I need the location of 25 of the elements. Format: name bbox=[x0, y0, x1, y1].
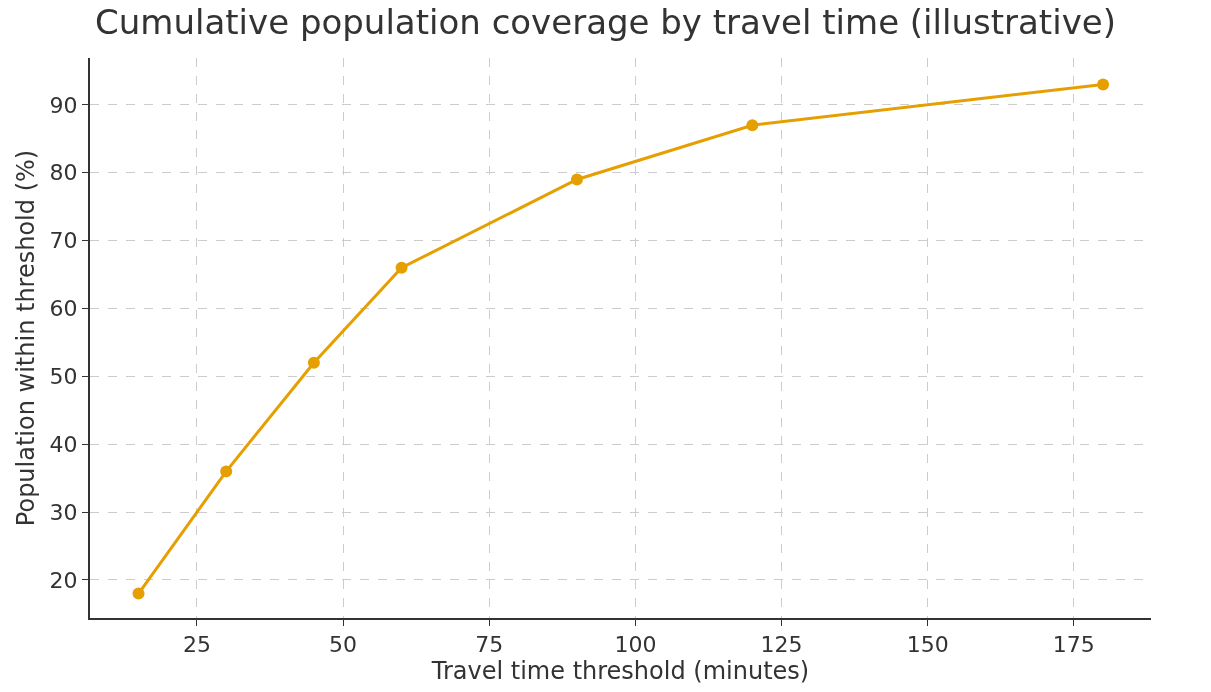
point bbox=[132, 587, 145, 600]
x-tick-label: 150 bbox=[906, 632, 949, 658]
y-axis-title: Population within threshold (%) bbox=[12, 149, 41, 527]
y-tick-label: 60 bbox=[49, 296, 78, 322]
y-tick-label: 70 bbox=[49, 228, 78, 254]
y-tick-label: 20 bbox=[49, 567, 78, 593]
x-tick-label: 25 bbox=[182, 632, 211, 658]
x-tick-label: 125 bbox=[760, 632, 803, 658]
y-tick-label: 50 bbox=[49, 364, 78, 390]
y-tick-label: 40 bbox=[49, 431, 78, 457]
point bbox=[395, 261, 408, 274]
x-tick-label: 100 bbox=[614, 632, 657, 658]
y-tick-label: 30 bbox=[49, 499, 78, 525]
x-tick-label: 75 bbox=[475, 632, 504, 658]
chart-title: Cumulative population coverage by travel time (illustrative) bbox=[95, 2, 1116, 43]
x-tick-label: 175 bbox=[1052, 632, 1095, 658]
point bbox=[307, 356, 320, 369]
point bbox=[570, 173, 583, 186]
y-tick-label: 80 bbox=[49, 160, 78, 186]
x-tick-label: 50 bbox=[329, 632, 358, 658]
point bbox=[1097, 78, 1110, 91]
point bbox=[220, 465, 233, 478]
point bbox=[746, 119, 759, 132]
x-axis-title: Travel time threshold (minutes) bbox=[430, 657, 810, 686]
y-tick-label: 90 bbox=[49, 92, 78, 118]
